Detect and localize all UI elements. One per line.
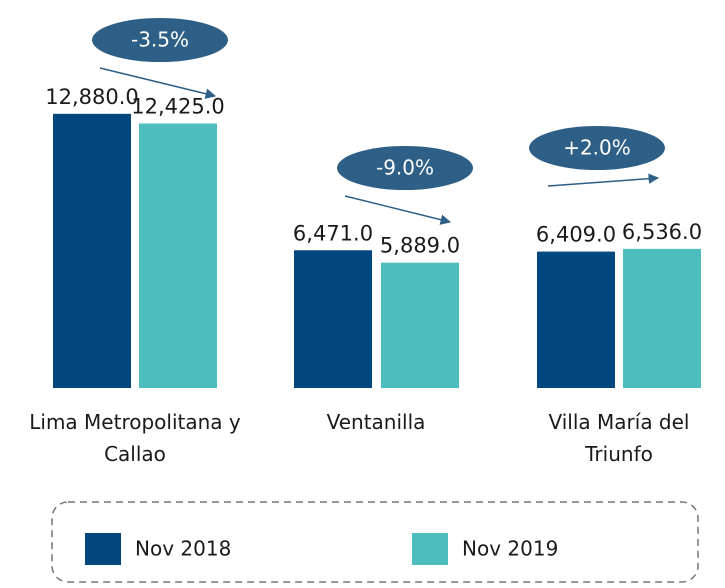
annotation-arrow — [99, 67, 217, 99]
legend-label: Nov 2018 — [135, 537, 231, 561]
legend-box — [51, 501, 699, 583]
x-tick-label: Ventanilla — [326, 410, 426, 434]
bar — [294, 250, 372, 388]
annotation-bubble — [529, 126, 665, 170]
x-tick-label: Villa María del Triunfo — [548, 410, 690, 466]
bar — [623, 248, 701, 388]
annotation-bubble — [337, 146, 473, 190]
bar — [139, 123, 217, 389]
legend-label: Nov 2019 — [462, 537, 558, 561]
annotation-arrow — [547, 173, 660, 187]
annotation-bubble — [92, 18, 228, 62]
value-label: 6,536.0 — [622, 220, 702, 244]
value-label: 6,409.0 — [536, 223, 616, 247]
annotation-arrow — [344, 195, 452, 225]
bar — [537, 251, 615, 388]
x-tick-label: Lima Metropolitana y Callao — [29, 410, 241, 466]
legend-swatch — [412, 533, 448, 565]
annotation: -9.0% — [376, 156, 434, 180]
value-label: 12,880.0 — [45, 85, 139, 109]
value-label: 6,471.0 — [293, 221, 373, 245]
bar — [53, 113, 131, 388]
bar — [381, 262, 459, 388]
annotation: +2.0% — [563, 136, 631, 160]
value-label: 5,889.0 — [380, 234, 460, 258]
legend-swatch — [85, 533, 121, 565]
value-label: 12,425.0 — [131, 95, 225, 119]
annotation: -3.5% — [131, 28, 189, 52]
